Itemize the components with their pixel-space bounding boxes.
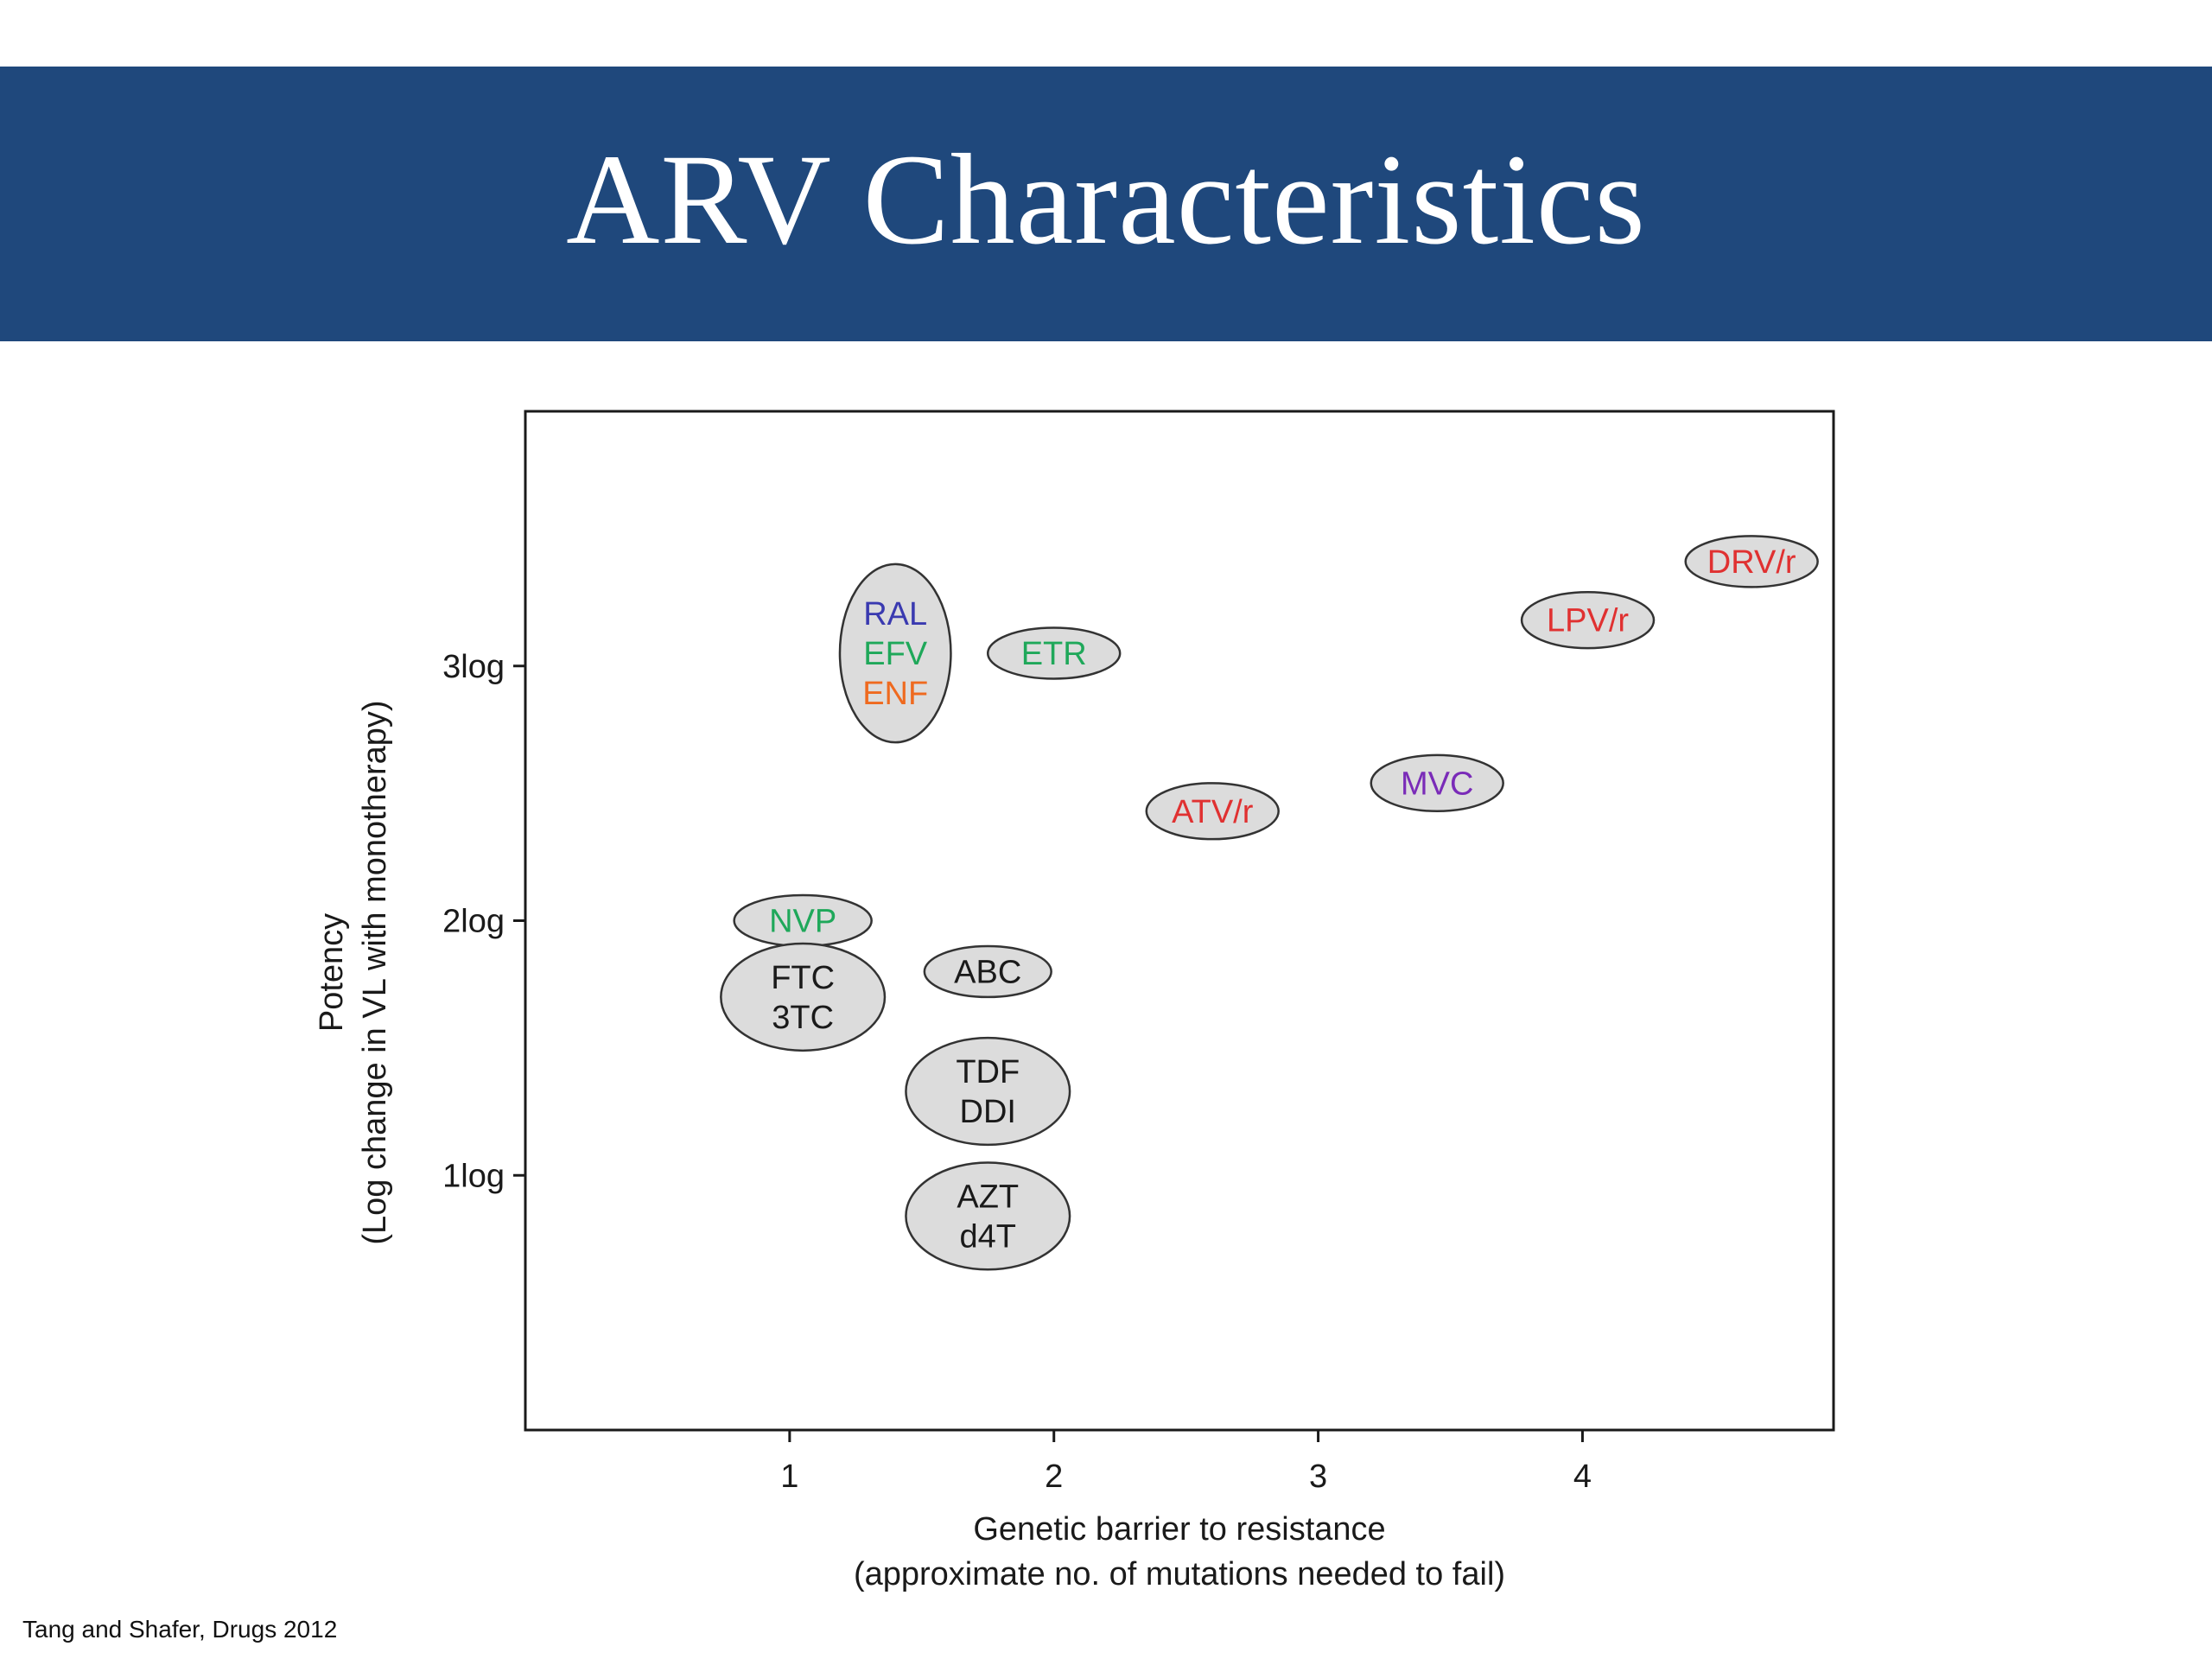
x-axis-label-line1: Genetic barrier to resistance — [973, 1511, 1385, 1548]
drug-label: TDF — [956, 1054, 1020, 1090]
drug-label: EFV — [863, 636, 928, 672]
y-axis-ticks: 1log 2log 3log — [442, 649, 525, 1194]
drug-group: NVP — [733, 893, 873, 948]
drug-label: ETR — [1021, 636, 1087, 672]
drug-group: ATV/r — [1145, 782, 1280, 841]
drug-bubble — [923, 944, 1052, 999]
drug-bubble — [1370, 753, 1504, 813]
drug-label: LPV/r — [1547, 603, 1629, 639]
drug-label: NVP — [769, 904, 836, 940]
drug-bubble — [838, 563, 952, 744]
drug-label: DRV/r — [1707, 544, 1796, 581]
drug-group: RAL EFV ENF — [838, 563, 952, 744]
y-tick-label: 3log — [442, 649, 505, 685]
drug-group: MVC — [1370, 753, 1504, 813]
drug-bubble — [987, 626, 1122, 680]
drug-group: ABC — [923, 944, 1052, 999]
drug-group: ETR — [987, 626, 1122, 680]
drug-bubble — [720, 942, 887, 1052]
drug-group: LPV/r — [1520, 591, 1656, 650]
x-axis-label-line2: (approximate no. of mutations needed to … — [854, 1556, 1505, 1592]
drug-label: DDI — [960, 1094, 1016, 1130]
drug-label: MVC — [1401, 766, 1473, 802]
y-tick-label: 2log — [442, 904, 505, 940]
drug-label: ABC — [954, 954, 1021, 990]
drug-label: 3TC — [772, 1000, 834, 1036]
drug-group: TDF DDI — [905, 1036, 1071, 1147]
drug-label: ATV/r — [1172, 794, 1254, 830]
title-band: ARV Characteristics — [0, 67, 2212, 341]
drug-group: DRV/r — [1684, 535, 1819, 588]
drug-label: ENF — [862, 676, 928, 712]
x-tick-label: 2 — [1045, 1459, 1063, 1495]
drug-bubble — [1520, 591, 1656, 650]
y-axis-label-line2: (Log change in VL with monotherapy) — [357, 700, 393, 1244]
drug-bubble — [1145, 782, 1280, 841]
drug-bubble — [1684, 535, 1819, 588]
drug-label: RAL — [863, 596, 927, 632]
drug-group: FTC 3TC — [720, 942, 887, 1052]
plot-frame — [524, 410, 1835, 1432]
x-tick-label: 4 — [1573, 1459, 1592, 1495]
drug-bubble — [905, 1161, 1071, 1271]
y-tick-label: 1log — [442, 1158, 505, 1194]
x-tick-label: 3 — [1309, 1459, 1327, 1495]
slide-title: ARV Characteristics — [566, 128, 1646, 271]
citation: Tang and Shafer, Drugs 2012 — [22, 1616, 338, 1643]
drug-bubble — [905, 1036, 1071, 1147]
drug-label: d4T — [960, 1218, 1016, 1255]
y-axis-label-line1: Potency — [314, 913, 350, 1032]
drug-label: FTC — [771, 960, 835, 996]
x-axis-ticks: 1 2 3 4 — [780, 1430, 1592, 1495]
drug-label: AZT — [957, 1179, 1019, 1215]
drug-bubbles: RAL EFV ENF ETR ATV/r MVC LPV/r DRV/r NVP FTC 3TC A… — [720, 535, 1819, 1271]
x-tick-label: 1 — [780, 1459, 798, 1495]
